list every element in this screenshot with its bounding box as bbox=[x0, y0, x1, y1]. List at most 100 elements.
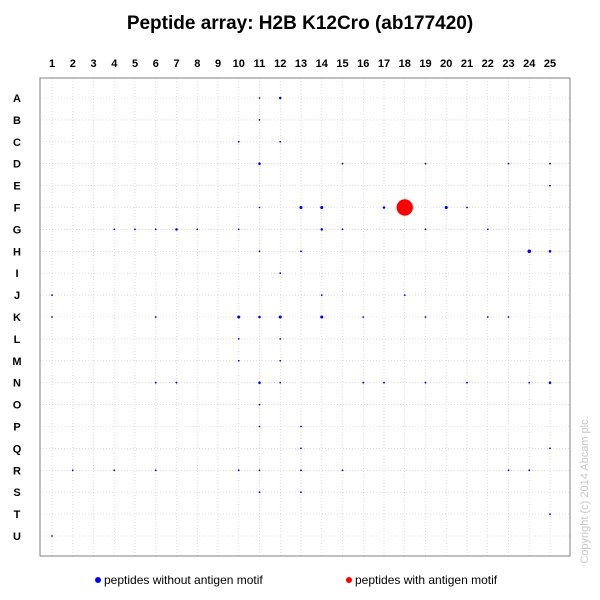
spot-R6 bbox=[154, 469, 157, 472]
spot-R4 bbox=[113, 469, 116, 472]
spot-K16 bbox=[362, 316, 365, 318]
legend-label-with-motif: peptides with antigen motif bbox=[355, 573, 498, 587]
spot-D15 bbox=[341, 162, 344, 165]
row-label-I: I bbox=[15, 268, 18, 280]
spot-N24 bbox=[528, 381, 531, 384]
spot-P13 bbox=[300, 425, 302, 428]
spot-G22 bbox=[486, 228, 489, 231]
row-label-R: R bbox=[13, 465, 21, 477]
copyright-notice: Copyright (c) 2014 Abcam plc. bbox=[579, 416, 591, 563]
spot-N25 bbox=[548, 381, 552, 384]
row-label-G: G bbox=[13, 224, 22, 236]
row-label-L: L bbox=[14, 334, 21, 346]
column-label-5: 5 bbox=[132, 58, 138, 70]
row-label-K: K bbox=[13, 312, 21, 324]
plot-area-frame bbox=[39, 77, 571, 557]
row-label-C: C bbox=[13, 137, 21, 149]
spot-J14 bbox=[320, 294, 323, 296]
data-points bbox=[51, 96, 552, 537]
spot-G8 bbox=[196, 228, 199, 231]
spot-K23 bbox=[507, 316, 510, 318]
column-label-16: 16 bbox=[357, 58, 369, 70]
spot-F13 bbox=[299, 205, 303, 210]
column-tick-labels: 1 2 3 4 5 6 7 8 9 10 11 12 13 14 15 16 17 18 19 20 21 22 23 24 2… bbox=[49, 58, 556, 70]
spot-G4 bbox=[113, 228, 116, 231]
spot-D25 bbox=[549, 162, 551, 165]
spot-J18 bbox=[403, 294, 406, 296]
spot-K22 bbox=[486, 316, 489, 318]
spot-P11 bbox=[258, 425, 261, 428]
spot-A12 bbox=[278, 96, 282, 100]
spot-K14 bbox=[320, 315, 324, 319]
column-label-8: 8 bbox=[194, 58, 200, 70]
spot-G7 bbox=[175, 228, 178, 231]
spot-Q25 bbox=[549, 447, 551, 450]
spot-K6 bbox=[154, 316, 157, 318]
spot-G15 bbox=[341, 228, 344, 231]
column-label-6: 6 bbox=[153, 58, 159, 70]
column-label-12: 12 bbox=[274, 58, 286, 70]
spot-G19 bbox=[424, 228, 427, 231]
legend-marker-without-motif bbox=[95, 577, 101, 583]
column-label-23: 23 bbox=[502, 58, 514, 70]
column-label-14: 14 bbox=[316, 58, 329, 70]
column-label-24: 24 bbox=[523, 58, 536, 70]
spot-with-motif-F18 bbox=[396, 199, 413, 216]
spot-E25 bbox=[549, 184, 551, 187]
row-label-U: U bbox=[13, 531, 21, 543]
spot-R15 bbox=[341, 469, 344, 472]
spot-N17 bbox=[383, 381, 385, 384]
column-label-7: 7 bbox=[173, 58, 179, 70]
row-label-P: P bbox=[13, 422, 20, 434]
spot-R11 bbox=[258, 469, 261, 472]
row-label-H: H bbox=[13, 246, 21, 258]
column-label-22: 22 bbox=[482, 58, 494, 70]
spot-S13 bbox=[300, 491, 302, 494]
column-label-21: 21 bbox=[461, 58, 473, 70]
row-label-B: B bbox=[13, 115, 21, 127]
spot-L10 bbox=[237, 338, 240, 340]
grid-lines bbox=[40, 78, 570, 556]
spot-G14 bbox=[320, 228, 324, 231]
spot-F21 bbox=[466, 206, 468, 209]
spot-K11 bbox=[258, 315, 261, 319]
spot-C12 bbox=[279, 140, 282, 143]
spot-U1 bbox=[51, 535, 53, 537]
spot-R10 bbox=[237, 469, 240, 472]
column-label-10: 10 bbox=[233, 58, 245, 70]
row-label-E: E bbox=[13, 181, 20, 193]
spot-K10 bbox=[237, 315, 241, 319]
spot-F17 bbox=[382, 206, 386, 209]
spot-D23 bbox=[507, 162, 510, 165]
spot-J1 bbox=[51, 294, 53, 296]
column-label-25: 25 bbox=[544, 58, 556, 70]
spot-R2 bbox=[71, 469, 74, 472]
spot-K12 bbox=[278, 315, 282, 319]
column-label-1: 1 bbox=[49, 58, 55, 70]
spot-C10 bbox=[237, 140, 240, 143]
legend-marker-with-motif bbox=[346, 577, 352, 583]
row-label-A: A bbox=[13, 93, 21, 105]
spot-N16 bbox=[362, 381, 365, 384]
spot-R23 bbox=[507, 469, 510, 472]
spot-B11 bbox=[258, 119, 261, 121]
spot-G10 bbox=[237, 228, 240, 231]
spot-S11 bbox=[258, 491, 261, 494]
chart-title: Peptide array: H2B K12Cro (ab177420) bbox=[127, 13, 473, 34]
legend: peptides without antigen motif peptides … bbox=[95, 573, 498, 587]
spot-M10 bbox=[237, 359, 240, 362]
spot-G6 bbox=[154, 228, 157, 231]
spot-O11 bbox=[258, 403, 261, 406]
spot-H24 bbox=[527, 249, 532, 254]
row-label-N: N bbox=[13, 378, 21, 390]
spot-H11 bbox=[258, 250, 261, 253]
column-label-3: 3 bbox=[90, 58, 96, 70]
row-label-T: T bbox=[14, 509, 21, 521]
legend-label-without-motif: peptides without antigen motif bbox=[104, 573, 263, 587]
column-label-20: 20 bbox=[440, 58, 452, 70]
spot-G5 bbox=[134, 228, 136, 231]
spot-N21 bbox=[466, 381, 468, 384]
row-label-Q: Q bbox=[13, 443, 22, 455]
